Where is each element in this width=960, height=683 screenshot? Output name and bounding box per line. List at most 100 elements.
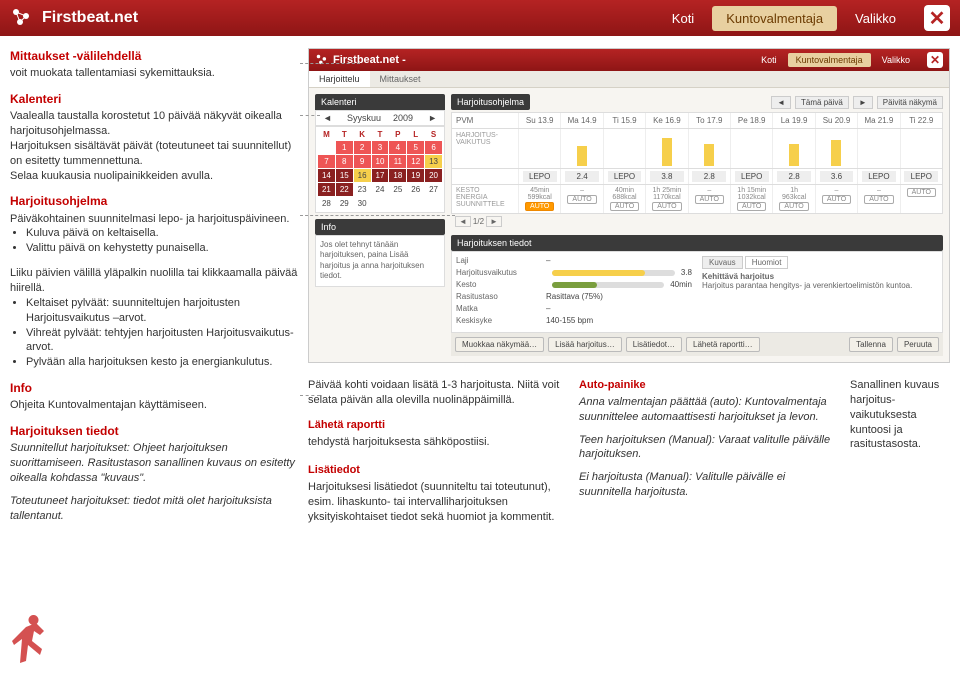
auto-button[interactable]: AUTO [695,195,724,204]
tab-mittaukset[interactable]: Mittaukset [370,71,431,87]
auto-button[interactable]: AUTO [737,202,766,211]
calendar-day[interactable]: 7 [318,155,335,168]
nav-valikko[interactable]: Valikko [841,6,910,31]
calendar-day[interactable]: 1 [336,141,353,154]
calendar-day[interactable]: 17 [372,169,389,182]
inner-close-icon[interactable]: ✕ [927,52,943,68]
auto-button[interactable]: AUTO [567,195,596,204]
day-header[interactable]: Su 13.9 [518,113,560,128]
today-button[interactable]: Tämä päivä [795,96,849,109]
day-header[interactable]: Pe 18.9 [730,113,772,128]
meta-cell: –AUTO [857,185,899,213]
cal-next[interactable]: ► [425,113,440,123]
btn-peruuta[interactable]: Peruuta [897,337,939,352]
bar-cell[interactable] [518,129,560,168]
calendar-day[interactable]: 27 [425,183,442,196]
hv-slider[interactable] [552,270,675,276]
bar-cell[interactable] [900,129,942,168]
today-next[interactable]: ► [853,96,873,109]
calendar-day[interactable] [425,197,442,210]
calendar-day[interactable] [372,197,389,210]
nav-koti[interactable]: Koti [658,6,708,31]
btn-raportti[interactable]: Lähetä raportti… [686,337,760,352]
day-header[interactable]: Ti 15.9 [603,113,645,128]
refresh-view[interactable]: Päivitä näkymä [877,96,943,109]
page-next[interactable]: ► [486,216,502,227]
calendar-day[interactable]: 6 [425,141,442,154]
tab-harjoittelu[interactable]: Harjoittelu [309,71,370,87]
meta-cell: 45min599kcalAUTO [518,185,560,213]
auto-button[interactable]: AUTO [822,195,851,204]
lepo-cell: LEPO [518,169,560,184]
calendar-day[interactable]: 11 [389,155,406,168]
calendar-day[interactable]: 18 [389,169,406,182]
btn-lisatiedot[interactable]: Lisätiedot… [626,337,682,352]
calendar-day[interactable]: 22 [336,183,353,196]
btn-muokkaa[interactable]: Muokkaa näkymää… [455,337,544,352]
day-header[interactable]: Ti 22.9 [900,113,942,128]
tab-kuvaus[interactable]: Kuvaus [702,256,743,269]
calendar-day[interactable]: 26 [407,183,424,196]
calendar-day[interactable]: 2 [354,141,371,154]
bar-cell[interactable] [603,129,645,168]
day-header[interactable]: Ma 21.9 [857,113,899,128]
inner-nav-koti[interactable]: Koti [753,53,785,67]
calendar-day[interactable]: 25 [389,183,406,196]
day-header[interactable]: Ma 14.9 [560,113,602,128]
calendar-day[interactable]: 19 [407,169,424,182]
bar-cell[interactable] [560,129,602,168]
tab-huomiot[interactable]: Huomiot [745,256,789,269]
calendar-day[interactable]: 5 [407,141,424,154]
bar-cell[interactable] [688,129,730,168]
calendar-day[interactable]: 21 [318,183,335,196]
calendar-day[interactable]: 10 [372,155,389,168]
day-header[interactable]: Su 20.9 [815,113,857,128]
calendar-day[interactable] [318,141,335,154]
calendar-grid: MTKTPLS123456789101112131415161718192021… [315,126,445,213]
day-header[interactable]: Ke 16.9 [645,113,687,128]
calendar-day[interactable]: 14 [318,169,335,182]
calendar-day[interactable]: 30 [354,197,371,210]
calendar-day[interactable]: 9 [354,155,371,168]
calendar-day[interactable]: 24 [372,183,389,196]
calendar-day[interactable]: 29 [336,197,353,210]
calendar-day[interactable]: 4 [389,141,406,154]
nav-kuntovalmentaja[interactable]: Kuntovalmentaja [712,6,837,31]
annotations-column: Mittaukset -välilehdellävoit muokata tal… [10,48,300,534]
calendar-day[interactable]: 15 [336,169,353,182]
auto-button[interactable]: AUTO [652,202,681,211]
inner-nav-kunto[interactable]: Kuntovalmentaja [788,53,871,67]
auto-button[interactable]: AUTO [525,202,554,211]
meta-cell: –AUTO [815,185,857,213]
close-icon[interactable]: ✕ [924,5,950,31]
btn-tallenna[interactable]: Tallenna [849,337,893,352]
calendar-day[interactable]: 16 [354,169,371,182]
calendar-day[interactable]: 12 [407,155,424,168]
calendar-day[interactable] [407,197,424,210]
auto-button[interactable]: AUTO [907,188,936,197]
cal-prev[interactable]: ◄ [320,113,335,123]
inner-nav-valikko[interactable]: Valikko [874,53,918,67]
auto-button[interactable]: AUTO [779,202,808,211]
day-header[interactable]: La 19.9 [772,113,814,128]
bar-cell[interactable] [772,129,814,168]
calendar-day[interactable]: 28 [318,197,335,210]
bar-cell[interactable] [857,129,899,168]
page-prev[interactable]: ◄ [455,216,471,227]
bar-cell[interactable] [730,129,772,168]
calendar-day[interactable]: 8 [336,155,353,168]
btn-lisaa[interactable]: Lisää harjoitus… [548,337,622,352]
calendar-day[interactable] [389,197,406,210]
calendar-day[interactable]: 13 [425,155,442,168]
calendar-day[interactable]: 3 [372,141,389,154]
day-header[interactable]: To 17.9 [688,113,730,128]
auto-button[interactable]: AUTO [610,202,639,211]
kesto-slider[interactable] [552,282,664,288]
bar-cell[interactable] [645,129,687,168]
calendar-day[interactable]: 20 [425,169,442,182]
auto-button[interactable]: AUTO [864,195,893,204]
annot-kalenteri-title: Kalenteri [10,91,300,107]
bar-cell[interactable] [815,129,857,168]
today-prev[interactable]: ◄ [771,96,791,109]
calendar-day[interactable]: 23 [354,183,371,196]
